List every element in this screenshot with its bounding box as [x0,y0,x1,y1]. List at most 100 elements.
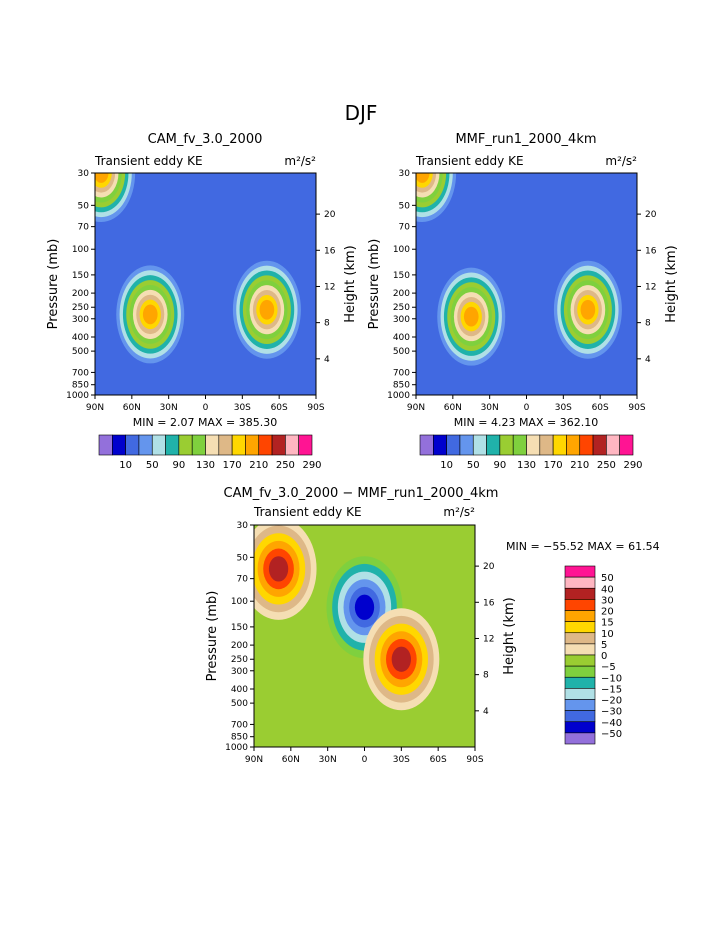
y-tick-label: 100 [72,245,89,255]
y-tick-label: 50 [237,553,249,563]
axes: 90N 60N 30N 0 30S 60S 90S 30 50 70 100 150 200 250 300… [46,169,358,413]
colorbar-label: 50 [146,460,159,471]
colorbar-swatch [526,434,541,456]
colorbar-swatch [564,587,596,600]
colorbar-swatch [218,434,233,456]
colorbar-swatch [564,621,596,634]
colorbar-swatch [564,610,596,622]
colorbar-swatch [564,576,596,589]
y-tick-label: 500 [393,347,410,357]
contour-band [463,306,479,327]
colorbar-label: 50 [601,573,614,584]
panel-mmf: MMF_run1_2000_4km Transient eddy KE m²/s… [367,132,679,471]
colorbar-label: 210 [249,460,268,471]
y-tick-label: 500 [231,699,248,709]
y-tick-label: 70 [237,575,249,585]
colorbar-swatch [564,665,596,678]
y-tick-label: 70 [399,223,411,233]
contour-band [268,556,289,582]
colorbar-swatch [178,434,193,456]
colorbar-swatch [98,434,113,456]
x-tick-label: 60S [271,403,288,413]
panel-units: m²/s² [605,154,637,168]
x-tick-label: 90N [407,403,425,413]
colorbar-swatch [606,434,620,456]
colorbar-swatch [592,434,607,456]
y-right-tick-label: 8 [324,319,330,329]
y-right-tick-label: 8 [645,319,651,329]
x-tick-label: 60N [444,403,462,413]
x-tick-label: 90S [307,403,324,413]
axes: 90N 60N 30N 0 30S 60S 90S 30 50 70 100 150 200 250 300… [367,169,679,413]
y-right-tick-label: 16 [324,246,336,256]
colorbar-label: 40 [601,584,614,595]
y-tick-label: 1000 [66,391,89,401]
y-tick-label: 500 [72,347,89,357]
y-tick-label: 200 [231,641,248,651]
colorbar-label: 130 [196,460,215,471]
y-tick-label: 1000 [387,391,410,401]
stats-label: MIN = 4.23 MAX = 362.10 [454,416,598,429]
colorbar-label: 10 [119,460,132,471]
colorbar-swatch [271,434,286,456]
y-axis-label: Pressure (mb) [367,239,382,330]
colorbar-label: 250 [597,460,616,471]
panel-title: MMF_run1_2000_4km [455,132,596,147]
y-tick-label: 1000 [225,743,248,753]
y-tick-label: 50 [399,201,411,211]
y-right-axis-label: Height (km) [664,245,679,322]
x-tick-label: 90S [628,403,645,413]
colorbar-swatch [231,434,246,456]
y-tick-label: 50 [78,201,90,211]
colorbar: 10 50 90 130 170 210 250 290 [419,434,643,471]
colorbar-swatch [245,434,260,456]
colorbar-label: 15 [601,618,614,629]
x-tick-label: 90N [245,755,263,765]
y-tick-label: 200 [72,289,89,299]
y-tick-label: 30 [78,169,90,179]
colorbar-swatch [564,699,596,711]
x-tick-label: 30N [319,755,337,765]
y-tick-label: 250 [231,655,248,665]
contour-band [416,173,430,183]
y-tick-label: 700 [393,368,410,378]
colorbar-swatch [579,434,594,456]
contour-band [142,304,158,325]
colorbar-swatch [564,688,596,700]
y-tick-label: 100 [231,597,248,607]
colorbar-label: 170 [544,460,563,471]
panel-subtitle: Transient eddy KE [94,154,203,168]
y-tick-label: 200 [393,289,410,299]
colorbar-label: −10 [601,673,622,684]
y-right-tick-label: 16 [645,246,657,256]
colorbar-label: 290 [623,460,642,471]
y-tick-label: 700 [231,720,248,730]
y-tick-label: 400 [231,685,248,695]
y-right-tick-label: 4 [324,355,330,365]
y-right-tick-label: 8 [483,671,489,681]
x-tick-label: 30S [555,403,572,413]
y-axis-label: Pressure (mb) [205,591,220,682]
colorbar-label: −20 [601,696,622,707]
panel-difference: CAM_fv_3.0_2000 − MMF_run1_2000_4km Tran… [205,486,660,765]
y-tick-label: 850 [393,381,410,391]
colorbar-label: 20 [601,607,614,618]
colorbar-swatch [419,434,434,456]
contour-field [95,173,316,395]
colorbar-swatch [486,434,501,456]
y-right-axis-label: Height (km) [343,245,358,322]
y-right-tick-label: 20 [483,562,495,572]
x-tick-label: 30N [160,403,178,413]
panel-cam: CAM_fv_3.0_2000 Transient eddy KE m²/s² … [46,132,358,471]
colorbar-swatch [285,434,299,456]
x-tick-label: 30N [481,403,499,413]
colorbar-swatch [125,434,140,456]
colorbar-swatch [539,434,554,456]
colorbar-swatch [459,434,474,456]
y-tick-label: 400 [72,333,89,343]
y-tick-label: 250 [393,303,410,313]
panel-title: CAM_fv_3.0_2000 − MMF_run1_2000_4km [224,486,499,501]
y-axis-label: Pressure (mb) [46,239,61,330]
panel-units: m²/s² [443,505,475,519]
y-tick-label: 300 [393,315,410,325]
